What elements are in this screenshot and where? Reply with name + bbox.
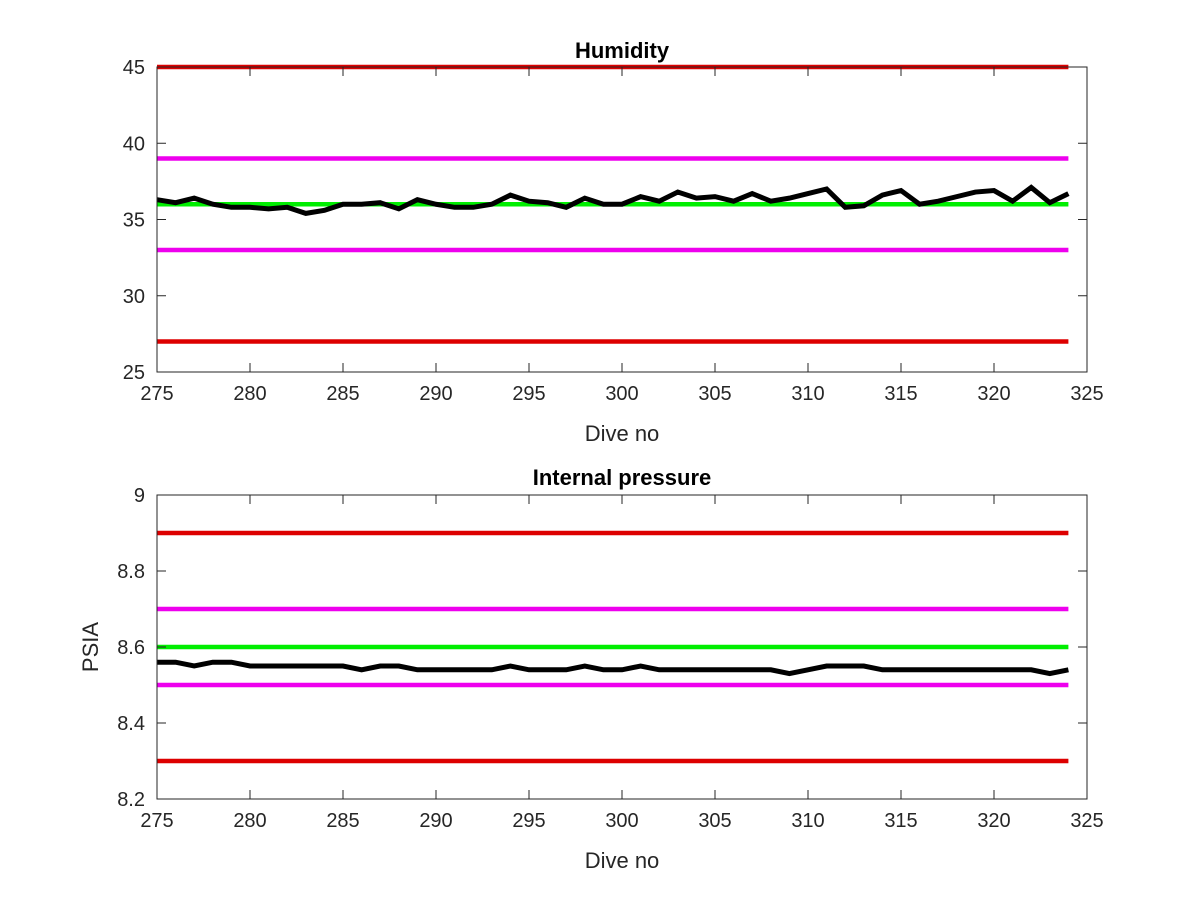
pressure-x-tick-label: 280 — [233, 810, 266, 832]
humidity-x-axis-label: Dive no — [585, 421, 660, 446]
humidity-x-tick-label: 310 — [791, 383, 824, 405]
pressure-y-tick-label: 9 — [134, 485, 145, 507]
pressure-x-tick-label: 325 — [1070, 810, 1103, 832]
humidity-x-tick-label: 315 — [884, 383, 917, 405]
pressure-x-tick-label: 305 — [698, 810, 731, 832]
pressure-y-tick-label: 8.6 — [117, 637, 145, 659]
pressure-x-tick-label: 290 — [419, 810, 452, 832]
pressure-x-ticks: 275 280 285 290 295 300 305 310 315 320 325 — [140, 495, 1104, 832]
pressure-y-ticks: 8.2 8.4 8.6 8.8 9 — [117, 485, 1087, 811]
pressure-x-tick-label: 310 — [791, 810, 824, 832]
humidity-y-tick-label: 25 — [123, 362, 145, 384]
humidity-series-0-black-line — [156, 184, 1070, 216]
pressure-y-axis-label: PSIA — [78, 622, 103, 672]
humidity-chart: Humidity 275 280 285 290 295 300 305 310 315 320 3… — [123, 38, 1104, 446]
humidity-x-tick-label: 275 — [140, 383, 173, 405]
humidity-x-tick-label: 295 — [512, 383, 545, 405]
humidity-x-tick-label: 290 — [419, 383, 452, 405]
pressure-series-0-black-line — [157, 659, 1069, 677]
pressure-x-tick-label: 275 — [140, 810, 173, 832]
pressure-x-tick-label: 315 — [884, 810, 917, 832]
pressure-x-axis-label: Dive no — [585, 848, 660, 873]
pressure-y-tick-label: 8.2 — [117, 789, 145, 811]
humidity-y-tick-label: 30 — [123, 286, 145, 308]
humidity-x-tick-label: 300 — [605, 383, 638, 405]
humidity-x-tick-label: 320 — [977, 383, 1010, 405]
humidity-x-tick-label: 285 — [326, 383, 359, 405]
humidity-x-ticks: 275 280 285 290 295 300 305 310 315 320 325 — [140, 67, 1104, 405]
pressure-y-tick-label: 8.4 — [117, 713, 145, 735]
humidity-y-tick-label: 45 — [123, 57, 145, 79]
pressure-y-tick-label: 8.8 — [117, 561, 145, 583]
pressure-chart-title: Internal pressure — [533, 465, 712, 490]
pressure-x-tick-label: 300 — [605, 810, 638, 832]
humidity-x-tick-label: 325 — [1070, 383, 1103, 405]
humidity-chart-title: Humidity — [575, 38, 670, 63]
pressure-x-tick-label: 285 — [326, 810, 359, 832]
humidity-x-tick-label: 280 — [233, 383, 266, 405]
humidity-x-tick-label: 305 — [698, 383, 731, 405]
pressure-series-layer — [157, 530, 1069, 764]
pressure-x-tick-label: 320 — [977, 810, 1010, 832]
humidity-y-tick-label: 40 — [123, 133, 145, 155]
humidity-y-tick-label: 35 — [123, 210, 145, 232]
pressure-x-tick-label: 295 — [512, 810, 545, 832]
humidity-y-ticks: 25 30 35 40 45 — [123, 57, 1087, 384]
pressure-chart: Internal pressure 275 280 285 290 295 300 305 3… — [78, 465, 1104, 873]
